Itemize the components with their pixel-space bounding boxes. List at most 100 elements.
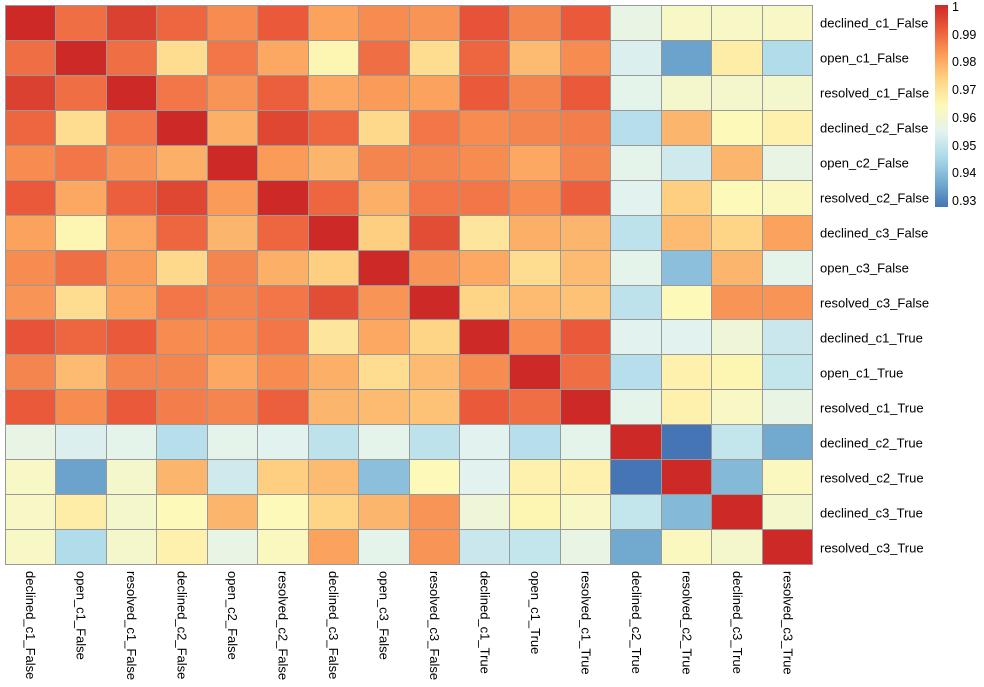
- heatmap-cell: [762, 145, 812, 180]
- heatmap-cell: [409, 320, 459, 355]
- heatmap-cell: [459, 250, 510, 285]
- heatmap-cell: [510, 250, 560, 285]
- heatmap-cell: [56, 110, 106, 145]
- column-label: resolved_c3_False: [426, 571, 442, 681]
- row-label: resolved_c1_False: [820, 85, 930, 100]
- heatmap-cell: [6, 460, 56, 495]
- heatmap-cell: [762, 75, 812, 110]
- row-label: open_c2_False: [820, 155, 909, 170]
- heatmap-cell: [611, 75, 661, 110]
- heatmap-cell: [762, 285, 812, 320]
- heatmap-cell: [762, 355, 812, 390]
- heatmap-cell: [560, 145, 611, 180]
- heatmap-cell: [56, 355, 106, 390]
- heatmap-cell: [56, 215, 106, 250]
- heatmap-cell: [510, 355, 560, 390]
- heatmap-cell: [106, 495, 157, 530]
- heatmap-cell: [359, 425, 409, 460]
- heatmap-cell: [661, 75, 712, 110]
- heatmap-cell: [560, 495, 611, 530]
- heatmap-cell: [56, 145, 106, 180]
- heatmap-cell: [308, 40, 359, 75]
- heatmap-cell: [157, 6, 207, 40]
- row-labels: declined_c1_False open_c1_False resolved_c…: [820, 5, 950, 565]
- heatmap-cell: [762, 180, 812, 215]
- heatmap-cell: [560, 180, 611, 215]
- column-label: resolved_c2_False: [275, 571, 291, 681]
- heatmap-cell: [510, 75, 560, 110]
- heatmap-cell: [56, 495, 106, 530]
- heatmap-cell: [308, 6, 359, 40]
- heatmap-cell: [359, 355, 409, 390]
- heatmap-cell: [106, 215, 157, 250]
- heatmap-cell: [611, 285, 661, 320]
- heatmap-cell: [6, 285, 56, 320]
- heatmap-cell: [258, 460, 308, 495]
- heatmap-cell: [409, 530, 459, 564]
- heatmap-cell: [56, 530, 106, 564]
- heatmap-cell: [106, 250, 157, 285]
- heatmap-cell: [207, 215, 258, 250]
- heatmap-cell: [510, 40, 560, 75]
- heatmap-cell: [459, 145, 510, 180]
- heatmap-cell: [560, 320, 611, 355]
- heatmap-cell: [611, 145, 661, 180]
- column-label: declined_c3_False: [325, 571, 341, 680]
- heatmap-cell: [106, 145, 157, 180]
- heatmap-cell: [6, 250, 56, 285]
- row-label: resolved_c3_False: [820, 295, 930, 310]
- heatmap-cell: [106, 110, 157, 145]
- heatmap-cell: [712, 285, 762, 320]
- heatmap-cell: [106, 40, 157, 75]
- heatmap-cell: [762, 425, 812, 460]
- heatmap-cell: [459, 425, 510, 460]
- heatmap-cell: [308, 460, 359, 495]
- heatmap-cell: [762, 6, 812, 40]
- heatmap-cell: [510, 390, 560, 425]
- heatmap-cell: [712, 460, 762, 495]
- heatmap-cell: [459, 40, 510, 75]
- heatmap-cell: [258, 355, 308, 390]
- heatmap-cell: [611, 215, 661, 250]
- heatmap-cell: [6, 215, 56, 250]
- heatmap-cell: [661, 285, 712, 320]
- heatmap-cell: [6, 110, 56, 145]
- heatmap-cell: [762, 215, 812, 250]
- heatmap-cell: [359, 320, 409, 355]
- column-label: declined_c3_True: [729, 571, 745, 674]
- heatmap-cell: [712, 215, 762, 250]
- heatmap-cell: [56, 75, 106, 110]
- colorbar: [935, 5, 948, 207]
- row-label: open_c1_False: [820, 50, 909, 65]
- heatmap-cell: [762, 390, 812, 425]
- heatmap-cell: [6, 425, 56, 460]
- row-label: resolved_c3_True: [820, 540, 924, 555]
- heatmap-cell: [560, 75, 611, 110]
- row-label: resolved_c1_True: [820, 400, 924, 415]
- heatmap-cell: [308, 110, 359, 145]
- heatmap-cell: [611, 355, 661, 390]
- heatmap-cell: [56, 425, 106, 460]
- heatmap-cell: [308, 530, 359, 564]
- heatmap-cell: [359, 460, 409, 495]
- heatmap-cell: [409, 6, 459, 40]
- column-labels: declined_c1_False open_c1_False resolved_c…: [5, 571, 813, 687]
- heatmap-cell: [510, 460, 560, 495]
- heatmap-cell: [661, 6, 712, 40]
- heatmap-cell: [106, 530, 157, 564]
- heatmap-cell: [560, 215, 611, 250]
- heatmap-cell: [157, 250, 207, 285]
- heatmap-cell: [6, 6, 56, 40]
- heatmap-cell: [560, 285, 611, 320]
- heatmap-cell: [459, 320, 510, 355]
- heatmap-cell: [207, 355, 258, 390]
- heatmap-cell: [611, 425, 661, 460]
- heatmap-cell: [157, 215, 207, 250]
- heatmap-cell: [207, 180, 258, 215]
- heatmap-cell: [409, 75, 459, 110]
- heatmap-cell: [157, 355, 207, 390]
- row-label: declined_c2_True: [820, 435, 923, 450]
- heatmap-cell: [106, 285, 157, 320]
- heatmap-cell: [661, 215, 712, 250]
